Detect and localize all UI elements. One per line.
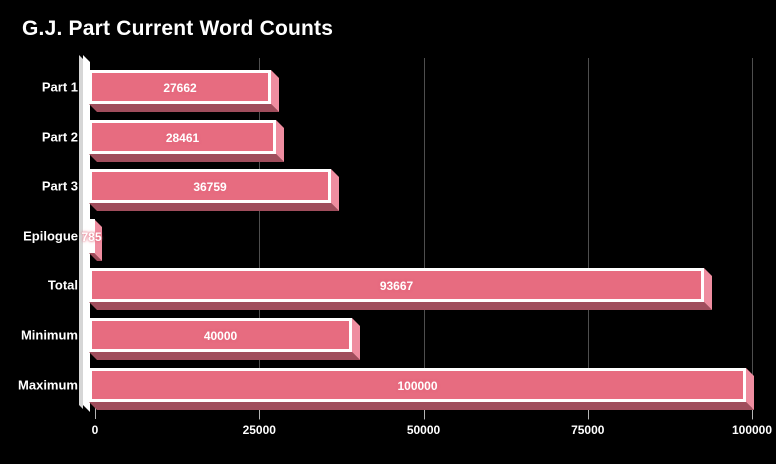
bar-bottom-face xyxy=(89,253,102,261)
bar-bottom-face xyxy=(89,402,754,410)
bar-side-face xyxy=(271,70,279,112)
gridline xyxy=(752,58,753,420)
bar-bottom-face xyxy=(89,154,284,162)
category-label: Maximum xyxy=(18,377,78,393)
bar-value-label: 40000 xyxy=(203,329,238,343)
bar-side-face xyxy=(352,318,360,360)
x-axis-tick-label: 0 xyxy=(91,423,99,437)
bar-value-label: 36759 xyxy=(193,180,227,194)
category-label: Part 1 xyxy=(41,79,78,95)
bar xyxy=(89,219,95,253)
category-label: Total xyxy=(47,277,78,293)
category-label: Minimum xyxy=(20,327,78,343)
x-axis-tick xyxy=(259,406,261,419)
bar xyxy=(89,70,271,104)
bar-value-label: 28461 xyxy=(165,131,200,145)
bar-value-label: 785 xyxy=(81,230,102,244)
gridline xyxy=(259,58,261,420)
bar-value-label: 93667 xyxy=(379,279,414,293)
x-axis-tick xyxy=(95,406,96,419)
bar-side-face xyxy=(704,268,712,310)
x-axis-tick xyxy=(752,406,753,419)
bar xyxy=(89,318,352,352)
bar xyxy=(89,169,331,203)
x-axis-tick-label: 75000 xyxy=(571,423,605,437)
bar-side-face xyxy=(746,368,754,410)
bar xyxy=(89,368,746,402)
bar-side-face xyxy=(94,219,102,261)
bar-bottom-face xyxy=(89,104,279,112)
x-axis-tick xyxy=(587,406,589,419)
chart-title: G.J. Part Current Word Counts xyxy=(22,17,334,40)
x-axis-tick-label: 25000 xyxy=(242,423,276,437)
bar xyxy=(89,268,704,302)
bar xyxy=(89,120,276,154)
bar-bottom-face xyxy=(89,203,339,211)
bar-value-label: 27662 xyxy=(163,81,197,95)
bar-value-label: 100000 xyxy=(397,379,438,393)
bar-bottom-face xyxy=(89,302,712,310)
x-axis-tick-label: 50000 xyxy=(406,423,441,437)
bar-side-face xyxy=(276,120,284,162)
x-axis-tick xyxy=(423,406,425,419)
bar-bottom-face xyxy=(89,352,360,360)
gridline xyxy=(587,58,589,420)
category-label: Part 3 xyxy=(41,178,78,194)
category-label: Epilogue xyxy=(23,228,78,244)
gridline xyxy=(423,58,425,420)
x-axis-tick-label: 100000 xyxy=(731,423,773,437)
bar-side-face xyxy=(331,169,339,211)
category-label: Part 2 xyxy=(41,129,78,145)
